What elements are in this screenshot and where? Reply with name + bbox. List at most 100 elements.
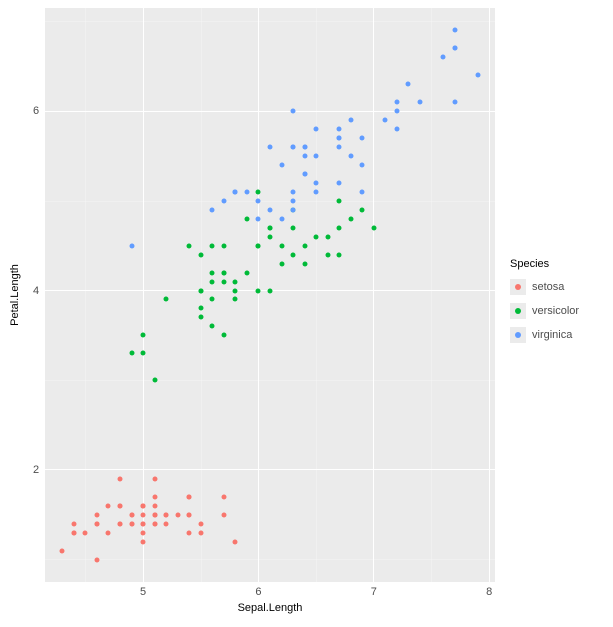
data-point (360, 207, 365, 212)
data-point (394, 127, 399, 132)
data-point (291, 145, 296, 150)
data-point (360, 162, 365, 167)
data-point (152, 476, 157, 481)
legend-label: virginica (532, 329, 572, 341)
data-point (452, 46, 457, 51)
data-point (118, 503, 123, 508)
legend-marker-icon (515, 332, 521, 338)
data-point (221, 333, 226, 338)
data-point (279, 216, 284, 221)
data-point (452, 100, 457, 105)
grid-major-x (373, 8, 374, 582)
data-point (83, 530, 88, 535)
data-point (475, 73, 480, 78)
data-point (141, 351, 146, 356)
data-point (233, 297, 238, 302)
data-point (279, 243, 284, 248)
grid-minor-y (45, 21, 495, 22)
data-point (94, 557, 99, 562)
data-point (221, 198, 226, 203)
data-point (187, 243, 192, 248)
data-point (129, 351, 134, 356)
data-point (187, 512, 192, 517)
data-point (302, 243, 307, 248)
data-point (256, 243, 261, 248)
legend-key (510, 327, 526, 343)
plot-panel (45, 8, 495, 582)
data-point (256, 189, 261, 194)
data-point (152, 503, 157, 508)
data-point (314, 189, 319, 194)
data-point (106, 530, 111, 535)
data-point (314, 180, 319, 185)
data-point (198, 252, 203, 257)
x-axis-title: Sepal.Length (238, 602, 303, 614)
grid-minor-y (45, 201, 495, 202)
data-point (221, 270, 226, 275)
data-point (106, 503, 111, 508)
legend-title: Species (510, 258, 579, 270)
data-point (360, 136, 365, 141)
data-point (233, 279, 238, 284)
data-point (118, 476, 123, 481)
data-point (394, 100, 399, 105)
data-point (268, 207, 273, 212)
y-tick-label: 6 (33, 105, 39, 117)
data-point (302, 171, 307, 176)
data-point (198, 288, 203, 293)
data-point (152, 378, 157, 383)
data-point (256, 288, 261, 293)
legend-key (510, 279, 526, 295)
data-point (187, 530, 192, 535)
data-point (406, 82, 411, 87)
data-point (348, 118, 353, 123)
data-point (71, 521, 76, 526)
y-tick-label: 2 (33, 464, 39, 476)
x-tick-label: 7 (371, 586, 377, 598)
data-point (291, 109, 296, 114)
data-point (302, 153, 307, 158)
data-point (291, 189, 296, 194)
data-point (302, 145, 307, 150)
data-point (314, 234, 319, 239)
data-point (152, 521, 157, 526)
data-point (210, 270, 215, 275)
data-point (141, 512, 146, 517)
data-point (210, 279, 215, 284)
data-point (452, 28, 457, 33)
data-point (210, 243, 215, 248)
data-point (187, 494, 192, 499)
data-point (198, 315, 203, 320)
data-point (164, 297, 169, 302)
data-point (291, 252, 296, 257)
data-point (129, 521, 134, 526)
grid-minor-y (45, 559, 495, 560)
data-point (348, 216, 353, 221)
data-point (221, 279, 226, 284)
data-point (244, 270, 249, 275)
y-tick-label: 4 (33, 285, 39, 297)
data-point (268, 234, 273, 239)
data-point (337, 225, 342, 230)
data-point (152, 494, 157, 499)
legend-item: versicolor (510, 302, 579, 320)
grid-minor-x (85, 8, 86, 582)
data-point (314, 127, 319, 132)
grid-major-x (143, 8, 144, 582)
legend-marker-icon (515, 308, 521, 314)
data-point (221, 494, 226, 499)
legend: Species setosaversicolorvirginica (510, 258, 579, 350)
data-point (198, 521, 203, 526)
legend-label: versicolor (532, 305, 579, 317)
data-point (279, 162, 284, 167)
data-point (164, 521, 169, 526)
grid-major-x (258, 8, 259, 582)
x-tick-label: 8 (486, 586, 492, 598)
data-point (337, 127, 342, 132)
data-point (256, 198, 261, 203)
data-point (233, 288, 238, 293)
data-point (141, 333, 146, 338)
data-point (141, 539, 146, 544)
data-point (210, 324, 215, 329)
data-point (360, 189, 365, 194)
